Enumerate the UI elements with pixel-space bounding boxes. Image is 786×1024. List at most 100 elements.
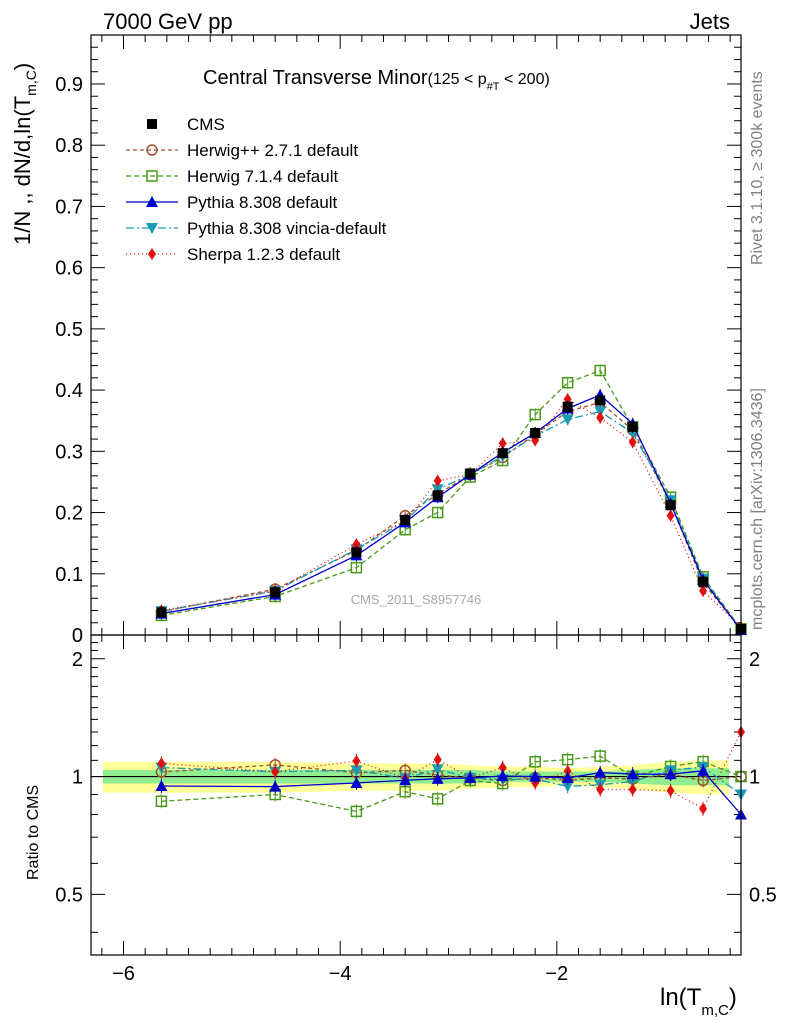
data-point-cms (562, 401, 573, 412)
legend-label: CMS (187, 115, 225, 134)
plot-title: Central Transverse Minor(125 < p#T < 200… (203, 67, 550, 93)
legend-marker-cms (147, 119, 157, 129)
ratio-line-vincia (161, 766, 742, 796)
data-point-cms (530, 427, 541, 438)
y-tick-label: 0.1 (55, 564, 83, 586)
ratio-point-pythia (431, 772, 444, 784)
data-point-sherpa (433, 474, 442, 487)
data-point-sherpa (666, 509, 675, 522)
legend-entry-pythia: Pythia 8.308 default (126, 193, 338, 212)
legend-entry-herwig7: Herwig 7.1.4 default (126, 167, 338, 186)
ratio-point-sherpa (596, 783, 605, 796)
data-point-cms (497, 448, 508, 459)
mcplots-label: mcplots.cern.ch [arXiv:1306.3436] (749, 388, 766, 630)
ratio-point-herwig7 (529, 756, 541, 768)
data-point-cms (400, 514, 411, 525)
legend-marker-pythia (146, 196, 158, 207)
ratio-tick-label-right: 0.5 (749, 884, 777, 906)
legend-marker-sherpa (148, 248, 156, 260)
series-line-sherpa (161, 398, 742, 628)
ratio-point-pythia (269, 780, 282, 792)
rivet-label: Rivet 3.1.10, ≥ 300k events (749, 71, 766, 265)
data-point-herwig7 (431, 506, 444, 519)
ratio-point-sherpa (433, 753, 442, 766)
data-point-herwig7 (529, 408, 541, 421)
ratio-series-herwig7 (155, 749, 747, 819)
legend-label: Herwig++ 2.7.1 default (187, 141, 358, 160)
ratio-point-pythia (697, 764, 710, 776)
data-point-cms (698, 576, 709, 587)
header-energy: 7000 GeV pp (103, 9, 233, 34)
legend-marker-herwigpp (146, 144, 158, 156)
ratio-point-herwig7 (155, 795, 168, 807)
ratio-point-sherpa (628, 783, 637, 796)
data-point-sherpa (498, 437, 507, 450)
ratio-point-pythia (496, 769, 509, 781)
header-process: Jets (690, 9, 730, 34)
ratio-tick-label: 2 (72, 649, 83, 671)
legend-marker-herwig7 (146, 170, 158, 182)
y-tick-label: 0.5 (55, 319, 83, 341)
ratio-line-pythia (161, 770, 742, 815)
data-point-cms (627, 421, 638, 432)
y-tick-label: 0 (72, 625, 83, 647)
ratio-point-vincia (626, 776, 639, 788)
data-point-cms (432, 490, 443, 501)
data-point-cms (595, 395, 606, 406)
ratio-tick-label: 1 (72, 767, 83, 789)
ratio-line-herwig7 (161, 755, 742, 813)
x-tick-label: −2 (545, 963, 568, 985)
analysis-watermark: CMS_2011_S8957746 (351, 592, 482, 607)
ratio-point-herwig7 (594, 750, 606, 762)
ratio-point-pythia (155, 780, 168, 792)
ratio-tick-label-right: 1 (749, 767, 760, 789)
y-axis-label: 1/N ,, dN/d,ln(Tm,C) (10, 63, 39, 245)
ratio-tick-label-right: 2 (749, 649, 760, 671)
data-point-herwig7 (561, 377, 574, 389)
x-axis-label: ln(Tm,C) (660, 984, 737, 1019)
y-tick-label: 0.9 (55, 74, 83, 96)
data-point-herwig7 (594, 364, 606, 377)
y-tick-label: 0.4 (55, 380, 83, 402)
ratio-point-sherpa (352, 754, 361, 767)
ratio-line-sherpa (161, 731, 742, 810)
ratio-axis-label: Ratio to CMS (25, 785, 42, 880)
ratio-point-vincia (561, 781, 574, 793)
legend-label: Herwig 7.1.4 default (187, 167, 338, 186)
upper-axes: 0 0.1 0.2 0.3 0.4 0.5 0.6 0.7 0.8 0.9 (55, 35, 741, 647)
data-point-sherpa (628, 436, 637, 449)
legend-entry-herwigpp: Herwig++ 2.7.1 default (126, 141, 358, 160)
data-point-cms (351, 547, 362, 558)
y-tick-label: 0.6 (55, 258, 83, 280)
series-line-pythia (161, 394, 742, 631)
ratio-point-vincia (431, 764, 444, 776)
data-point-sherpa (699, 584, 708, 597)
ratio-point-pythia (464, 771, 477, 783)
legend-entry-sherpa: Sherpa 1.2.3 default (126, 245, 340, 264)
lower-axes: −6 −4 −2 0.5 0.5 1 1 2 2 (55, 635, 777, 985)
y-tick-label: 0.3 (55, 441, 83, 463)
ratio-point-pythia (594, 766, 607, 778)
legend-entry-cms: CMS (147, 115, 225, 134)
ratio-point-pythia (350, 776, 363, 788)
upper-series (155, 364, 747, 637)
ratio-point-herwig7 (350, 805, 363, 818)
legend-label: Pythia 8.308 vincia-default (187, 219, 387, 238)
legend-entry-vincia: Pythia 8.308 vincia-default (126, 219, 387, 238)
y-tick-label: 0.7 (55, 196, 83, 218)
ratio-point-pythia (626, 768, 639, 780)
data-point-vincia (561, 414, 574, 426)
lower-frame (90, 634, 742, 956)
ratio-point-sherpa (157, 757, 166, 770)
data-point-cms (156, 607, 167, 618)
ratio-point-sherpa (271, 765, 280, 778)
legend-marker-vincia (146, 223, 158, 234)
ratio-point-pythia (399, 774, 412, 786)
data-point-sherpa (596, 411, 605, 424)
legend-label: Sherpa 1.2.3 default (187, 245, 340, 264)
x-tick-label: −6 (112, 963, 135, 985)
legend: CMS Herwig++ 2.7.1 default Herwig 7.1.4 de… (126, 115, 387, 264)
ratio-tick-label: 0.5 (55, 884, 83, 906)
legend-label: Pythia 8.308 default (187, 193, 338, 212)
